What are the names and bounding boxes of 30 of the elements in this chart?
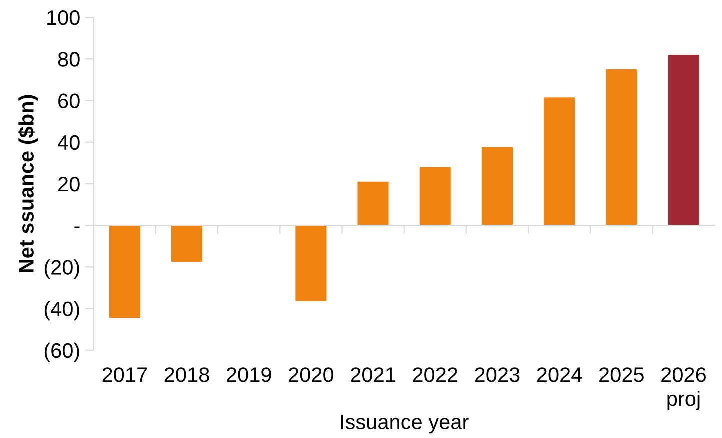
bar (544, 98, 576, 226)
y-tick-label: 60 (58, 94, 80, 108)
bar (482, 147, 513, 226)
x-tick-label: 2019 (226, 368, 272, 382)
x-tick-label: 2017 (102, 368, 148, 382)
bar (358, 182, 389, 226)
y-tick-label: 80 (58, 52, 80, 67)
x-axis-title: Issuance year (341, 414, 469, 434)
x-tick-label: 2026 proj (662, 368, 706, 410)
y-tick-label: 20 (58, 176, 80, 192)
y-tick-label: 100 (48, 10, 80, 26)
x-tick-label: 2024 (537, 368, 582, 382)
y-tick-label: - (74, 226, 80, 228)
bar (296, 226, 327, 302)
y-tick-label: 40 (58, 135, 80, 150)
x-tick-label: 2021 (351, 368, 396, 382)
y-axis-title: Net ssuance ($bn) (18, 95, 38, 272)
y-tick-label: (20) (44, 260, 80, 280)
bar (420, 167, 451, 226)
y-tick-label: (60) (44, 342, 80, 362)
bar (171, 226, 203, 262)
x-tick-label: 2020 (289, 368, 334, 382)
x-tick-label: 2023 (475, 368, 520, 382)
bar (668, 54, 700, 226)
x-tick-label: 2025 (600, 368, 644, 382)
x-tick-label: 2018 (164, 368, 210, 382)
bar (606, 70, 638, 226)
x-tick-label: 2022 (413, 368, 458, 382)
y-tick-label: (40) (44, 301, 80, 321)
bar (109, 226, 140, 318)
